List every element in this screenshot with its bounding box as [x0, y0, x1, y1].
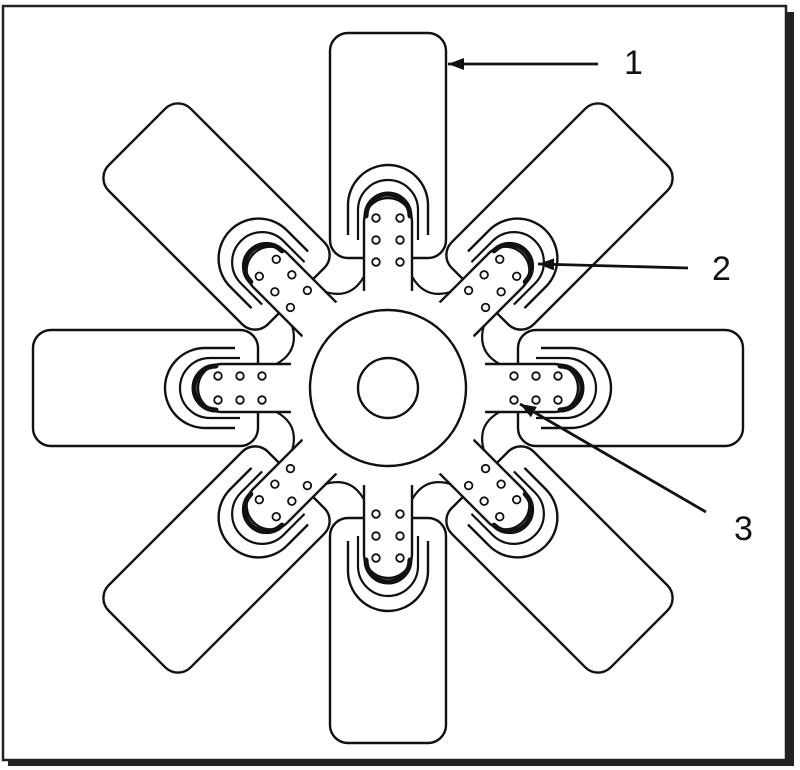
rivet	[287, 496, 297, 506]
hub-arm-shadow	[363, 191, 413, 219]
callout-label-blade: 1	[624, 44, 643, 82]
blade-root-inner	[356, 178, 420, 240]
rivet	[371, 553, 381, 563]
rivet	[509, 371, 519, 381]
rivet	[395, 553, 405, 563]
rivet-group	[254, 463, 313, 522]
callouts-group: 1 2 3	[448, 44, 753, 548]
rivet	[257, 371, 267, 381]
hub-center-bore	[356, 356, 420, 420]
rivet	[495, 254, 505, 265]
blade-root-inner	[231, 470, 306, 545]
rivet	[271, 254, 281, 265]
rivet	[496, 287, 506, 297]
rivet-group	[509, 371, 563, 405]
callout-label-rivet: 3	[734, 510, 753, 548]
hub-group	[191, 191, 585, 585]
rivet	[511, 271, 522, 281]
rivet	[479, 496, 489, 506]
callout-blade: 1	[448, 44, 643, 82]
rivet	[371, 257, 381, 267]
rivet	[235, 371, 245, 381]
blade-root-inner	[231, 231, 306, 306]
callout-line	[537, 262, 689, 270]
rivet	[480, 463, 491, 474]
hub-arm-plate	[196, 362, 302, 414]
rivet	[213, 371, 223, 381]
rivet	[509, 395, 519, 405]
rivet	[302, 285, 313, 296]
rivet	[463, 285, 474, 296]
callout-line	[519, 402, 707, 514]
rivet	[553, 371, 563, 381]
rivet	[235, 395, 245, 405]
blade-root-inner	[470, 470, 545, 545]
rivet	[395, 531, 405, 541]
rivet	[285, 302, 296, 313]
rivet	[395, 213, 405, 223]
hub-arm-shadow	[491, 241, 535, 285]
rivet	[271, 511, 281, 522]
rivet	[213, 395, 223, 405]
rivet-group	[371, 509, 405, 563]
hub-arm-shadow	[557, 363, 585, 413]
rivet-group	[463, 463, 522, 522]
rivet	[395, 257, 405, 267]
rivet-group	[254, 254, 313, 313]
rivet	[371, 531, 381, 541]
rivet	[511, 495, 522, 505]
hub-arm-shadow	[363, 557, 413, 585]
rivet	[479, 270, 489, 280]
callout-arrowhead	[520, 404, 537, 418]
rivet	[371, 235, 381, 245]
hub-scallops	[276, 276, 500, 500]
rivet	[302, 480, 313, 491]
rivet	[395, 235, 405, 245]
rivet	[531, 395, 541, 405]
rivet	[463, 480, 474, 491]
hub-arm-shadow	[491, 491, 535, 535]
rivet	[496, 479, 506, 489]
hub-arm-plate	[362, 474, 414, 580]
rivet-group	[371, 213, 405, 267]
hub-arm-plate	[474, 362, 580, 414]
rivet-group	[213, 371, 267, 405]
rivet	[495, 511, 505, 522]
hub-arm-plate	[362, 196, 414, 302]
hub-arm-shadow	[241, 491, 285, 535]
callout-rivet: 3	[519, 402, 753, 548]
rivet	[254, 495, 265, 505]
rivet	[371, 213, 381, 223]
callout-arrowhead	[448, 58, 464, 70]
hub-arm	[362, 191, 414, 302]
rivet	[254, 271, 265, 281]
hub-arm-shadow	[191, 363, 219, 413]
blade-root-inner	[536, 356, 598, 420]
rivet	[257, 395, 267, 405]
rivet	[480, 302, 491, 313]
callout-label-blade-root-clamp: 2	[712, 250, 731, 288]
rivet	[371, 509, 381, 519]
hub-arm	[474, 362, 585, 414]
callout-arrowhead	[538, 258, 555, 271]
hub-arm	[191, 362, 302, 414]
rivet	[270, 287, 280, 297]
hub-arm	[362, 474, 414, 585]
rivet	[285, 463, 296, 474]
rivet-group	[463, 254, 522, 313]
blade-root-inner	[178, 356, 240, 420]
rivet	[287, 270, 297, 280]
rivet	[531, 371, 541, 381]
hub-arm-shadow	[241, 241, 285, 285]
rivet	[270, 479, 280, 489]
blade-root-inner	[356, 536, 420, 598]
rivet	[395, 509, 405, 519]
rivet	[553, 395, 563, 405]
blade-root-inner	[470, 231, 545, 306]
callout-blade-root-clamp: 2	[537, 250, 731, 288]
